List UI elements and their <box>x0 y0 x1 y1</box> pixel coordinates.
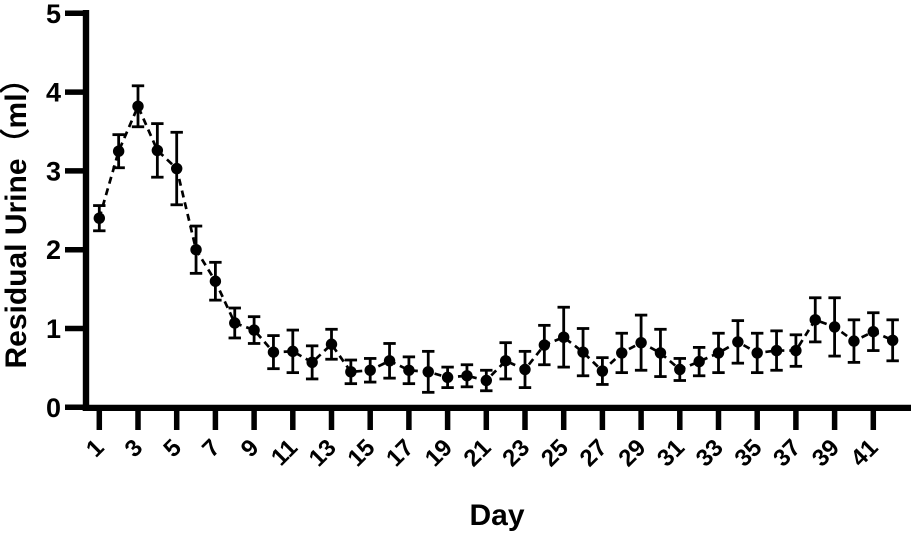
data-point <box>209 275 222 287</box>
data-point <box>751 347 763 359</box>
data-point <box>383 355 396 367</box>
data-point <box>867 325 879 338</box>
y-tick-label: 5 <box>46 0 61 29</box>
data-point <box>287 345 299 358</box>
y-axis-title: Residual Urine（ml） <box>0 63 33 368</box>
data-point <box>790 344 802 357</box>
data-point <box>229 317 241 329</box>
data-point <box>886 334 899 347</box>
data-point <box>770 344 783 357</box>
data-point <box>248 324 260 336</box>
data-point <box>558 331 570 343</box>
y-tick-label: 3 <box>46 156 61 186</box>
data-point <box>577 346 589 358</box>
data-point <box>364 364 376 376</box>
data-point <box>345 366 357 378</box>
y-tick-label: 2 <box>46 235 61 265</box>
data-point <box>403 364 415 376</box>
data-point <box>712 347 725 359</box>
data-point <box>499 355 512 367</box>
data-point <box>325 338 338 350</box>
data-point <box>480 374 492 387</box>
data-point <box>848 335 860 347</box>
data-point <box>151 144 164 157</box>
data-point <box>171 162 183 175</box>
data-point <box>616 347 628 359</box>
data-point <box>267 346 280 358</box>
data-point <box>674 363 686 376</box>
y-tick-label: 0 <box>46 393 61 423</box>
x-axis-title: Day <box>469 499 524 532</box>
data-point <box>596 365 609 377</box>
data-point <box>422 366 434 378</box>
data-point <box>693 355 705 368</box>
data-point <box>93 212 106 224</box>
y-axis-ticks: 0 1 2 3 4 5 <box>46 0 85 423</box>
data-point <box>132 100 144 112</box>
data-point <box>828 321 841 333</box>
data-point <box>306 356 318 369</box>
data-point <box>441 371 454 384</box>
data-point <box>519 363 531 376</box>
data-points <box>93 100 899 387</box>
y-tick-label: 4 <box>46 78 61 108</box>
data-point <box>538 339 551 351</box>
data-point <box>461 370 473 382</box>
data-point <box>190 244 202 256</box>
data-point <box>635 336 647 349</box>
y-tick-label: 1 <box>46 314 61 344</box>
data-point <box>654 347 667 359</box>
data-point <box>732 336 744 348</box>
data-point <box>809 314 821 326</box>
data-point <box>112 145 125 157</box>
